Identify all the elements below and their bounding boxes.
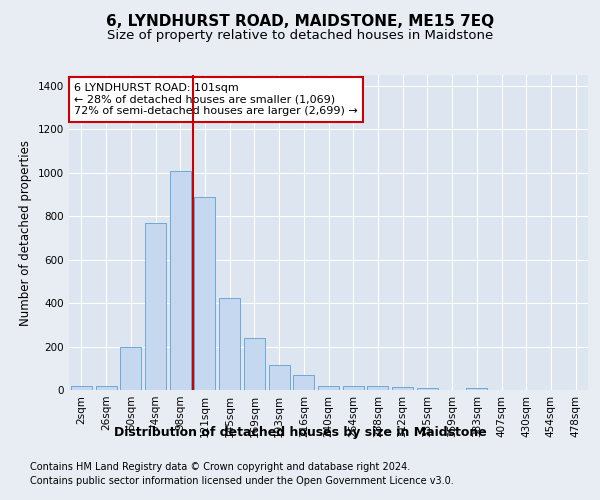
Bar <box>71 386 92 390</box>
Bar <box>244 338 265 390</box>
Bar <box>170 170 191 390</box>
Bar <box>392 386 413 390</box>
Bar <box>219 298 240 390</box>
Bar <box>367 386 388 390</box>
Y-axis label: Number of detached properties: Number of detached properties <box>19 140 32 326</box>
Bar <box>293 375 314 390</box>
Text: 6, LYNDHURST ROAD, MAIDSTONE, ME15 7EQ: 6, LYNDHURST ROAD, MAIDSTONE, ME15 7EQ <box>106 14 494 29</box>
Text: Contains HM Land Registry data © Crown copyright and database right 2024.: Contains HM Land Registry data © Crown c… <box>30 462 410 472</box>
Text: 6 LYNDHURST ROAD: 101sqm
← 28% of detached houses are smaller (1,069)
72% of sem: 6 LYNDHURST ROAD: 101sqm ← 28% of detach… <box>74 83 358 116</box>
Bar <box>194 196 215 390</box>
Text: Contains public sector information licensed under the Open Government Licence v3: Contains public sector information licen… <box>30 476 454 486</box>
Bar <box>120 346 141 390</box>
Bar <box>145 222 166 390</box>
Bar <box>95 386 116 390</box>
Bar <box>318 386 339 390</box>
Bar <box>269 365 290 390</box>
Bar <box>466 388 487 390</box>
Bar <box>417 388 438 390</box>
Bar <box>343 386 364 390</box>
Text: Distribution of detached houses by size in Maidstone: Distribution of detached houses by size … <box>113 426 487 439</box>
Text: Size of property relative to detached houses in Maidstone: Size of property relative to detached ho… <box>107 29 493 42</box>
